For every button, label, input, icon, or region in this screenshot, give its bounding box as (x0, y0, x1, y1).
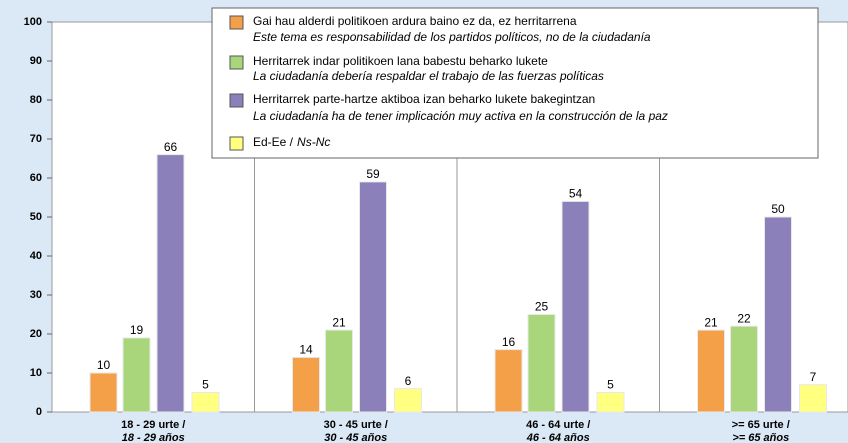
legend-label: Ed-Ee / Ns-Nc (253, 135, 330, 149)
y-tick-label: 40 (30, 250, 42, 262)
value-label: 59 (366, 167, 380, 181)
value-label: 50 (771, 202, 785, 216)
bar (494, 349, 523, 413)
bar (359, 181, 387, 413)
bar (122, 337, 151, 413)
legend-name-es: Ns-Nc (297, 135, 330, 149)
x-tick-label: 18 - 29 urte / (121, 419, 185, 431)
x-tick-label: 46 - 64 urte / (526, 419, 590, 431)
value-label: 10 (97, 358, 111, 372)
y-tick-label: 30 (30, 289, 42, 301)
value-label: 6 (405, 374, 412, 388)
y-tick-label: 20 (30, 328, 42, 340)
legend-name: Gai hau alderdi politikoen ardura baino … (253, 14, 577, 28)
x-tick-label-es: >= 65 años (732, 432, 789, 443)
legend-swatch (229, 136, 244, 151)
value-label: 16 (502, 335, 516, 349)
bar (764, 216, 792, 413)
legend-label-es: La ciudadanía ha de tener implicación mu… (253, 109, 668, 123)
legend-label: Herritarrek parte-hartze aktiboa izan be… (253, 92, 595, 106)
x-tick-label: >= 65 urte / (732, 419, 790, 431)
legend-name: Herritarrek indar politikoen lana babest… (253, 54, 548, 68)
value-label: 21 (704, 315, 718, 329)
bar (730, 325, 758, 413)
y-tick-label: 0 (36, 406, 42, 418)
y-tick-label: 10 (30, 367, 42, 379)
legend-swatch (229, 15, 244, 30)
y-tick-label: 60 (30, 172, 42, 184)
bar (394, 388, 422, 413)
bar (799, 384, 827, 413)
bar (325, 329, 353, 413)
value-label: 66 (164, 140, 178, 154)
legend-label-es: Este tema es responsabilidad de los part… (253, 30, 651, 44)
x-tick-label: 30 - 45 urte / (324, 419, 388, 431)
value-label: 22 (737, 311, 751, 325)
value-label: 5 (202, 378, 209, 392)
legend-label-es: La ciudadanía debería respaldar el traba… (253, 69, 604, 83)
bar (697, 329, 725, 413)
legend-label: Gai hau alderdi politikoen ardura baino … (253, 14, 577, 28)
value-label: 21 (332, 315, 346, 329)
y-tick-label: 70 (30, 133, 42, 145)
x-tick-label-es: 46 - 64 años (526, 432, 590, 443)
legend-name: Herritarrek parte-hartze aktiboa izan be… (253, 92, 595, 106)
y-tick-label: 50 (30, 211, 42, 223)
value-label: 7 (810, 370, 817, 384)
legend-swatch (229, 93, 244, 108)
value-label: 14 (299, 343, 313, 357)
bar (596, 392, 625, 413)
bar (89, 372, 118, 413)
x-tick-label-es: 18 - 29 años (122, 432, 185, 443)
value-label: 19 (130, 323, 144, 337)
value-label: 54 (569, 187, 583, 201)
value-label: 25 (535, 300, 549, 314)
bar (156, 154, 185, 413)
y-tick-label: 100 (24, 16, 42, 28)
legend-box (211, 7, 819, 159)
legend-swatch (229, 55, 244, 70)
bar (561, 200, 590, 413)
legend-name: Ed-Ee / (253, 135, 294, 149)
y-tick-label: 80 (30, 94, 42, 106)
value-label: 5 (607, 378, 614, 392)
x-tick-label-es: 30 - 45 años (324, 432, 387, 443)
bar (191, 392, 220, 413)
bar (292, 356, 320, 413)
y-tick-label: 90 (30, 55, 42, 67)
bar (527, 314, 556, 413)
legend-label: Herritarrek indar politikoen lana babest… (253, 54, 548, 68)
